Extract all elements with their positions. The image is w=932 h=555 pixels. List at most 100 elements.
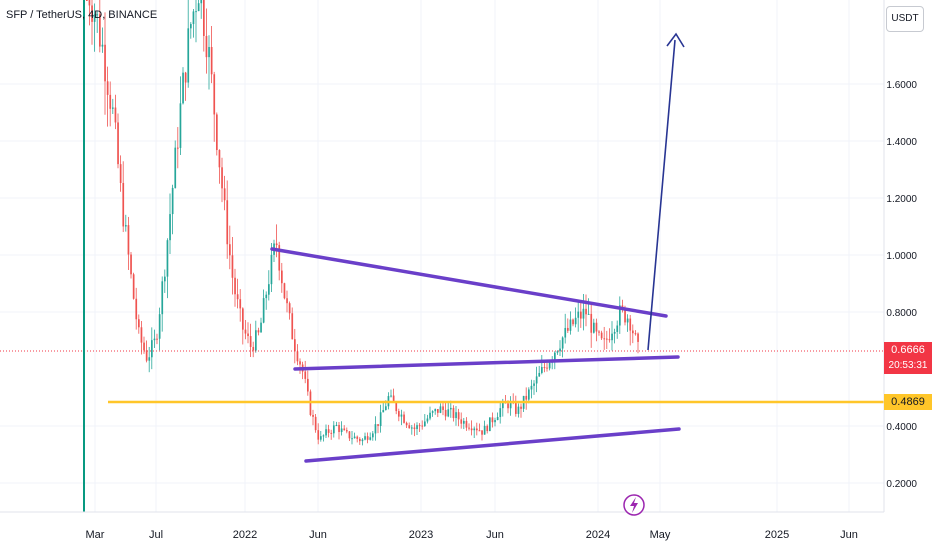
candle[interactable] xyxy=(335,421,338,427)
candle[interactable] xyxy=(603,326,606,350)
candle[interactable] xyxy=(574,307,577,328)
candle[interactable] xyxy=(93,3,96,52)
candle[interactable] xyxy=(629,314,632,346)
candle[interactable] xyxy=(442,402,444,416)
candle[interactable] xyxy=(127,216,130,270)
candle[interactable] xyxy=(325,424,327,438)
candle[interactable] xyxy=(96,11,99,33)
candle[interactable] xyxy=(257,327,260,336)
candle[interactable] xyxy=(413,423,416,437)
candle[interactable] xyxy=(114,94,117,130)
candle[interactable] xyxy=(247,322,249,344)
candle[interactable] xyxy=(140,321,143,355)
candle[interactable] xyxy=(236,278,239,309)
candle[interactable] xyxy=(132,272,135,300)
candle[interactable] xyxy=(200,0,203,19)
candle[interactable] xyxy=(483,420,486,435)
candle[interactable] xyxy=(190,22,192,39)
candle[interactable] xyxy=(473,426,476,439)
candle[interactable] xyxy=(411,424,413,435)
candle[interactable] xyxy=(151,327,153,370)
candle[interactable] xyxy=(374,416,377,441)
candle[interactable] xyxy=(429,406,431,421)
candle[interactable] xyxy=(408,422,411,429)
candle[interactable] xyxy=(239,289,242,322)
candle[interactable] xyxy=(580,300,582,328)
candle[interactable] xyxy=(221,157,223,203)
candles[interactable] xyxy=(86,0,639,446)
candle[interactable] xyxy=(613,328,616,344)
candle[interactable] xyxy=(470,420,473,436)
candle[interactable] xyxy=(112,98,114,115)
candle[interactable] xyxy=(587,298,590,315)
candle[interactable] xyxy=(364,432,366,441)
lightning-icon[interactable] xyxy=(623,494,645,516)
candle[interactable] xyxy=(455,406,457,426)
candle[interactable] xyxy=(637,332,639,354)
candle[interactable] xyxy=(595,318,598,342)
candle[interactable] xyxy=(106,66,109,127)
candle[interactable] xyxy=(634,330,637,336)
candle[interactable] xyxy=(174,140,177,189)
candle[interactable] xyxy=(457,408,460,427)
candle[interactable] xyxy=(496,412,499,421)
candle[interactable] xyxy=(125,214,127,232)
candle[interactable] xyxy=(351,430,353,445)
candle[interactable] xyxy=(91,0,93,45)
candle[interactable] xyxy=(208,35,210,90)
candle[interactable] xyxy=(481,430,483,441)
candle[interactable] xyxy=(270,242,273,292)
candle[interactable] xyxy=(216,112,218,156)
candle[interactable] xyxy=(517,403,520,418)
candle[interactable] xyxy=(171,184,174,235)
candle[interactable] xyxy=(101,27,104,53)
candle[interactable] xyxy=(177,127,179,169)
candle[interactable] xyxy=(366,432,369,444)
candle[interactable] xyxy=(556,350,559,355)
candle[interactable] xyxy=(478,423,481,432)
candle[interactable] xyxy=(590,304,593,348)
candle[interactable] xyxy=(275,224,278,258)
candle[interactable] xyxy=(182,67,184,105)
candle[interactable] xyxy=(606,330,608,349)
candle[interactable] xyxy=(452,405,455,422)
candle[interactable] xyxy=(538,365,541,377)
candle[interactable] xyxy=(252,341,255,358)
candle[interactable] xyxy=(353,432,356,439)
candle[interactable] xyxy=(543,361,546,373)
candle[interactable] xyxy=(322,434,325,442)
candle[interactable] xyxy=(218,149,221,184)
candle[interactable] xyxy=(499,401,502,424)
candle[interactable] xyxy=(205,8,208,74)
candle[interactable] xyxy=(569,311,572,335)
candle[interactable] xyxy=(509,396,512,416)
candle[interactable] xyxy=(278,241,281,281)
candle[interactable] xyxy=(317,423,320,445)
candle[interactable] xyxy=(291,307,294,340)
candle[interactable] xyxy=(304,360,307,384)
candle[interactable] xyxy=(187,0,190,88)
candle[interactable] xyxy=(356,435,359,443)
candle[interactable] xyxy=(330,429,333,440)
candle[interactable] xyxy=(567,318,569,334)
candle[interactable] xyxy=(281,262,283,293)
candle[interactable] xyxy=(294,328,296,364)
candle[interactable] xyxy=(234,268,236,307)
candle[interactable] xyxy=(372,431,374,441)
candle[interactable] xyxy=(166,238,169,299)
candle[interactable] xyxy=(338,421,340,440)
candle[interactable] xyxy=(346,427,348,434)
candle[interactable] xyxy=(109,81,112,127)
candle[interactable] xyxy=(158,307,161,351)
candle[interactable] xyxy=(434,408,437,415)
candle[interactable] xyxy=(377,424,379,434)
candle[interactable] xyxy=(520,403,522,418)
candle[interactable] xyxy=(86,0,88,1)
candle[interactable] xyxy=(491,412,494,428)
candle[interactable] xyxy=(299,358,301,374)
candle[interactable] xyxy=(600,330,603,341)
candle[interactable] xyxy=(229,225,231,270)
candle[interactable] xyxy=(242,307,244,345)
